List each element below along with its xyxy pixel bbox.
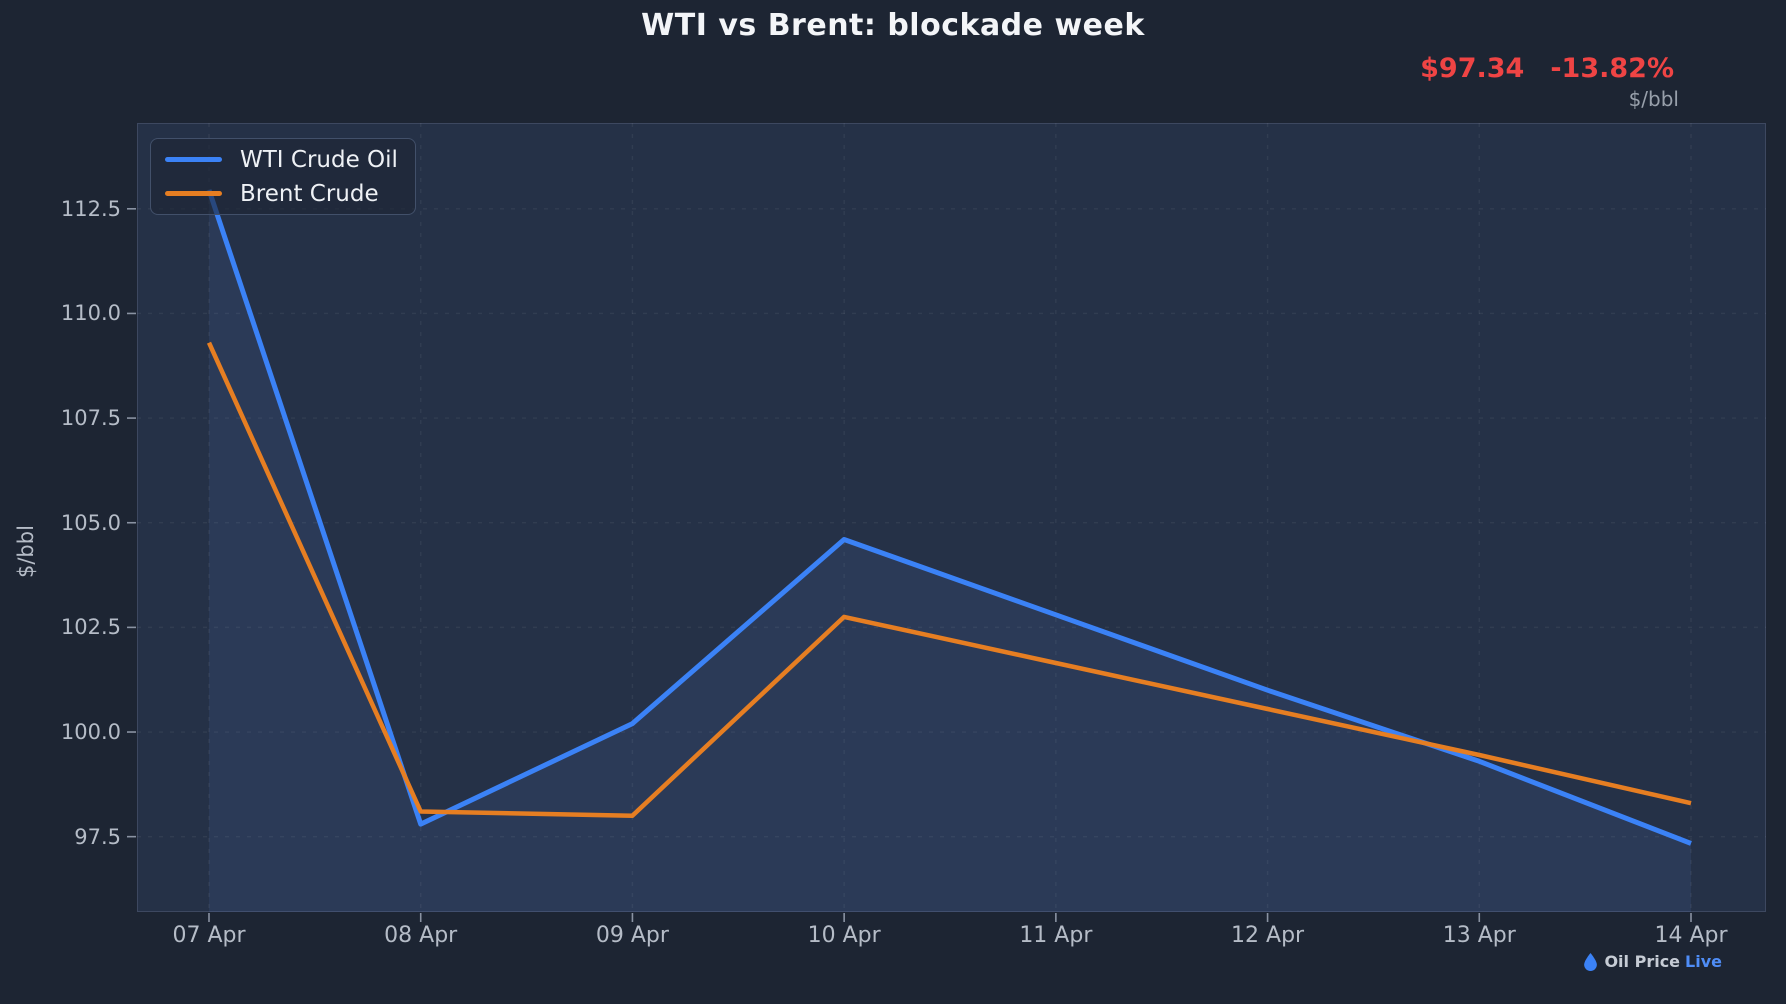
x-tick-label: 08 Apr — [384, 923, 458, 948]
brent-line-swatch-icon — [165, 191, 222, 196]
legend: WTI Crude Oil Brent Crude — [150, 138, 416, 215]
x-tick-label: 12 Apr — [1231, 923, 1305, 948]
x-tick-label: 09 Apr — [595, 923, 669, 948]
y-tick-label: 112.5 — [60, 196, 121, 221]
y-tick-label: 110.0 — [60, 301, 121, 326]
y-axis-tick-labels: 97.5 100.0 102.5 105.0 107.5 110.0 112.5 — [0, 123, 121, 912]
watermark-live: Live — [1685, 952, 1722, 971]
last-price-readout: $97.34 -13.82% — [1420, 53, 1674, 84]
price-line-chart — [127, 123, 1766, 922]
y-tick-label: 102.5 — [60, 615, 121, 640]
x-tick-label: 11 Apr — [1019, 923, 1093, 948]
y-tick-label: 105.0 — [60, 510, 121, 535]
watermark-name: Oil Price — [1604, 952, 1681, 971]
legend-label-brent: Brent Crude — [240, 180, 379, 207]
last-price-value: $97.34 — [1420, 53, 1525, 84]
x-tick-label: 07 Apr — [172, 923, 246, 948]
price-change-percent: -13.82% — [1550, 53, 1674, 84]
droplet-icon — [1584, 952, 1598, 971]
chart-title: WTI vs Brent: blockade week — [641, 8, 1145, 43]
x-tick-label: 10 Apr — [807, 923, 881, 948]
x-tick-label: 13 Apr — [1442, 923, 1516, 948]
legend-item-wti: WTI Crude Oil — [165, 147, 401, 173]
x-tick-label: 14 Apr — [1654, 923, 1728, 948]
unit-label-top-right: $/bbl — [1628, 87, 1679, 111]
x-axis-tick-labels: 07 Apr 08 Apr 09 Apr 10 Apr 11 Apr 12 Apr 13 A… — [137, 921, 1766, 955]
y-tick-label: 97.5 — [74, 824, 121, 849]
y-tick-label: 100.0 — [60, 720, 121, 745]
legend-label-wti: WTI Crude Oil — [240, 146, 398, 173]
y-tick-label: 107.5 — [60, 406, 121, 431]
wti-line-swatch-icon — [165, 157, 222, 162]
legend-item-brent: Brent Crude — [165, 181, 401, 207]
oil-price-live-watermark: Oil Price Live — [1584, 952, 1722, 971]
